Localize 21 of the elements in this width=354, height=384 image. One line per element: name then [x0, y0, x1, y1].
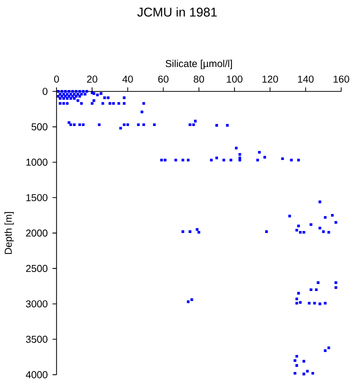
x-tick-label: 160 — [334, 76, 350, 83]
x-tick-label: 100 — [226, 76, 242, 83]
chart-title: JCMU in 1981 — [137, 7, 217, 17]
y-tick-label: 0 — [42, 88, 48, 95]
x-tick-label: 60 — [158, 76, 168, 83]
y-axis-title: Depth [m] — [4, 212, 14, 254]
y-tick-label: 2000 — [26, 230, 48, 237]
x-tick-label: 20 — [87, 76, 98, 83]
x-axis-title: Silicate [µmol/l] — [166, 60, 232, 70]
x-tick-label: 80 — [194, 76, 204, 83]
y-tick-label: 3500 — [26, 336, 48, 343]
y-tick-label: 4000 — [26, 371, 48, 378]
x-tick-label: 120 — [262, 76, 278, 83]
y-tick-label: 3000 — [26, 300, 48, 308]
x-tick-label: 40 — [122, 76, 133, 83]
y-tick-label: 1500 — [26, 194, 48, 202]
x-tick-label: 0 — [54, 76, 59, 83]
y-tick-label: 500 — [32, 123, 48, 130]
x-tick-label: 140 — [298, 76, 314, 83]
y-tick-label: 2500 — [26, 264, 48, 272]
y-tick-label: 1000 — [26, 158, 48, 166]
